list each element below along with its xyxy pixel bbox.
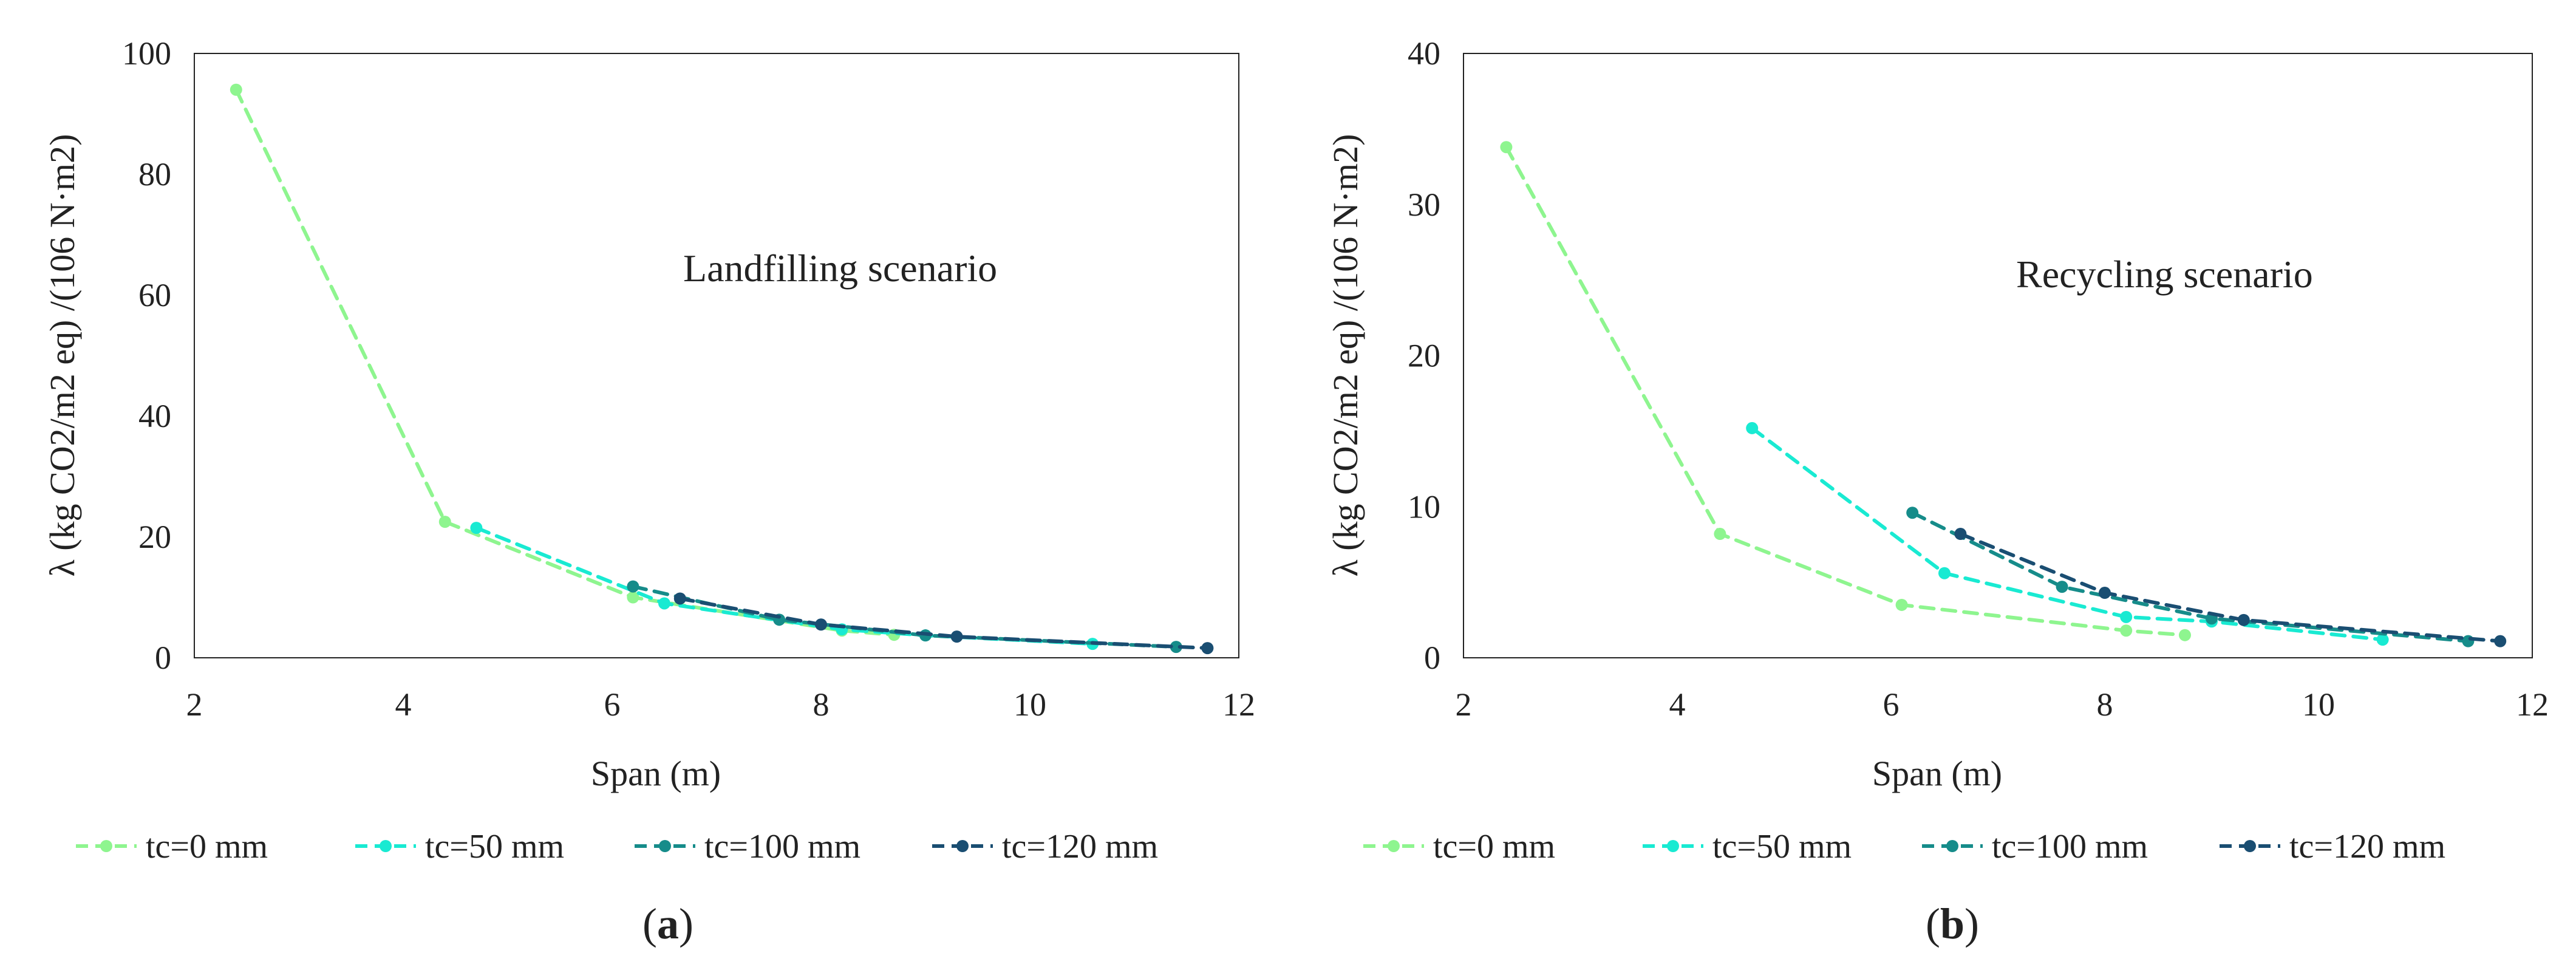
- panel-a-x-tick-label: 10: [1014, 686, 1046, 723]
- panel-b-y-tick-label: 10: [1408, 488, 1440, 525]
- panel-b-series-line: [1910, 511, 2470, 643]
- panel-b-series-line: [1750, 426, 2385, 642]
- panel-a-series-line: [474, 526, 1095, 646]
- panel-b-x-tick-label: 4: [1669, 686, 1686, 723]
- panel-a-sublabel: (a): [642, 900, 693, 948]
- panel-a-series-line: [631, 584, 1178, 649]
- panel-a-data-point: [627, 580, 639, 593]
- panel-a-x-axis-title: Span (m): [591, 754, 721, 793]
- panel-a-legend-swatch-marker: [659, 840, 671, 852]
- panel-b-data-point: [1746, 422, 1759, 434]
- panel-b-data-point: [1714, 528, 1726, 541]
- panel-b-sublabel-letter: b: [1940, 900, 1964, 948]
- panel-a-plot-frame: [194, 53, 1239, 658]
- panel-a-legend-label: tc=120 mm: [1002, 828, 1158, 865]
- panel-a-series-line: [678, 596, 1210, 650]
- panel-b-legend-swatch-marker: [1388, 840, 1400, 852]
- panel-a-legend-label: tc=0 mm: [146, 828, 268, 865]
- panel-b-data-point: [2179, 629, 2191, 641]
- panel-a-legend-label: tc=100 mm: [704, 828, 860, 865]
- panel-a-legend-swatch-marker: [100, 840, 112, 852]
- panel-b-y-tick-label: 0: [1424, 640, 1440, 676]
- panel-b-legend-label: tc=50 mm: [1712, 828, 1852, 865]
- panel-a-legend-swatch-marker: [956, 840, 969, 852]
- panel-b-legend-item: tc=0 mm: [1363, 828, 1555, 865]
- panel-a-y-tick-label: 40: [138, 398, 171, 434]
- panel-a-legend-item: tc=120 mm: [932, 828, 1158, 865]
- panel-a-y-axis-title: λ (kg CO2/m2 eq) /(106 N·m2): [43, 134, 82, 577]
- panel-b-legend-swatch-marker: [1667, 840, 1679, 852]
- panel-a-data-point: [438, 516, 451, 528]
- panel-a-series-line: [234, 87, 896, 637]
- panel-b-legend-swatch-marker: [2244, 840, 2256, 852]
- panel-b-legend-label: tc=0 mm: [1433, 828, 1555, 865]
- panel-b-legend-label: tc=100 mm: [1992, 828, 2148, 865]
- panel-b-y-tick-label: 40: [1408, 35, 1440, 72]
- panel-b-data-point: [2056, 581, 2068, 593]
- panel-b-data-point: [1938, 567, 1951, 579]
- panel-a-x-tick-label: 6: [604, 686, 621, 723]
- panel-a-x-tick-label: 12: [1222, 686, 1255, 723]
- panel-a-data-point: [673, 592, 686, 605]
- panel-b-plot-frame: [1463, 53, 2533, 658]
- panel-b-data-point: [2099, 587, 2111, 599]
- panel-b-data-point: [2237, 613, 2250, 626]
- panel-b-series-line: [1504, 145, 2187, 637]
- panel-b-data-point: [1895, 598, 1908, 611]
- panel-b-y-tick-label: 30: [1408, 186, 1440, 223]
- panel-b-legend-swatch-marker: [1946, 840, 1958, 852]
- panel-a-legend-swatch-marker: [380, 840, 392, 852]
- panel-b: 0 10 20 30 40 2 4 6 8 10 12 Recycling scenario Sp…: [1326, 35, 2549, 948]
- panel-a-y-tick-label: 100: [122, 35, 171, 72]
- panel-a-data-point: [1201, 642, 1214, 655]
- panel-a-x-tick-label: 2: [186, 686, 203, 723]
- panel-b-data-point: [1906, 507, 1919, 519]
- panel-a-data-point: [950, 630, 963, 643]
- panel-a-legend-item: tc=50 mm: [355, 828, 564, 865]
- panel-a-data-point: [470, 522, 483, 534]
- panel-b-x-tick-label: 12: [2516, 686, 2549, 723]
- panel-b-annotation: Recycling scenario: [2016, 253, 2313, 296]
- panel-a-sublabel-letter: a: [657, 900, 679, 948]
- panel-a-y-tick-label: 80: [138, 156, 171, 193]
- panel-a: 0 20 40 60 80 100 2 4 6 8 10 12 Landfilling scenar…: [43, 35, 1255, 948]
- panel-b-series-line: [1958, 532, 2503, 643]
- panel-a-annotation: Landfilling scenario: [683, 247, 997, 290]
- panel-b-x-tick-label: 6: [1883, 686, 1900, 723]
- panel-b-x-tick-label: 8: [2097, 686, 2113, 723]
- panel-a-data-point: [1170, 641, 1182, 654]
- panel-b-x-tick-label: 2: [1456, 686, 1472, 723]
- panel-b-data-point: [2120, 624, 2133, 637]
- panel-b-sublabel: (b): [1926, 900, 1979, 948]
- panel-a-data-point: [658, 597, 670, 610]
- panel-b-data-point: [2376, 633, 2389, 646]
- panel-a-legend-item: tc=100 mm: [635, 828, 860, 865]
- panel-a-y-tick-label: 60: [138, 277, 171, 313]
- panel-a-x-tick-label: 4: [395, 686, 412, 723]
- panel-b-legend-item: tc=100 mm: [1922, 828, 2148, 865]
- panel-a-data-point: [627, 591, 639, 604]
- panel-a-legend-item: tc=0 mm: [76, 828, 268, 865]
- panel-b-data-point: [1954, 528, 1967, 541]
- panel-a-data-point: [815, 618, 827, 631]
- panel-b-y-tick-label: 20: [1408, 338, 1440, 374]
- panel-a-data-point: [230, 83, 242, 96]
- panel-b-legend-label: tc=120 mm: [2289, 828, 2445, 865]
- panel-b-data-point: [2462, 635, 2475, 647]
- panel-b-y-axis-title: λ (kg CO2/m2 eq) /(106 N·m2): [1326, 134, 1365, 577]
- panel-b-legend-item: tc=120 mm: [2220, 828, 2445, 865]
- panel-b-data-point: [1500, 141, 1513, 154]
- panel-a-x-tick-label: 8: [813, 686, 830, 723]
- panel-a-legend-label: tc=50 mm: [425, 828, 564, 865]
- panel-a-y-tick-label: 20: [138, 519, 171, 555]
- panel-a-y-tick-label: 0: [155, 640, 171, 676]
- panel-b-x-axis-title: Span (m): [1872, 754, 2002, 793]
- panel-b-data-point: [2120, 610, 2133, 623]
- panel-b-data-point: [2494, 635, 2507, 647]
- panel-b-legend-item: tc=50 mm: [1643, 828, 1852, 865]
- panel-b-x-tick-label: 10: [2302, 686, 2335, 723]
